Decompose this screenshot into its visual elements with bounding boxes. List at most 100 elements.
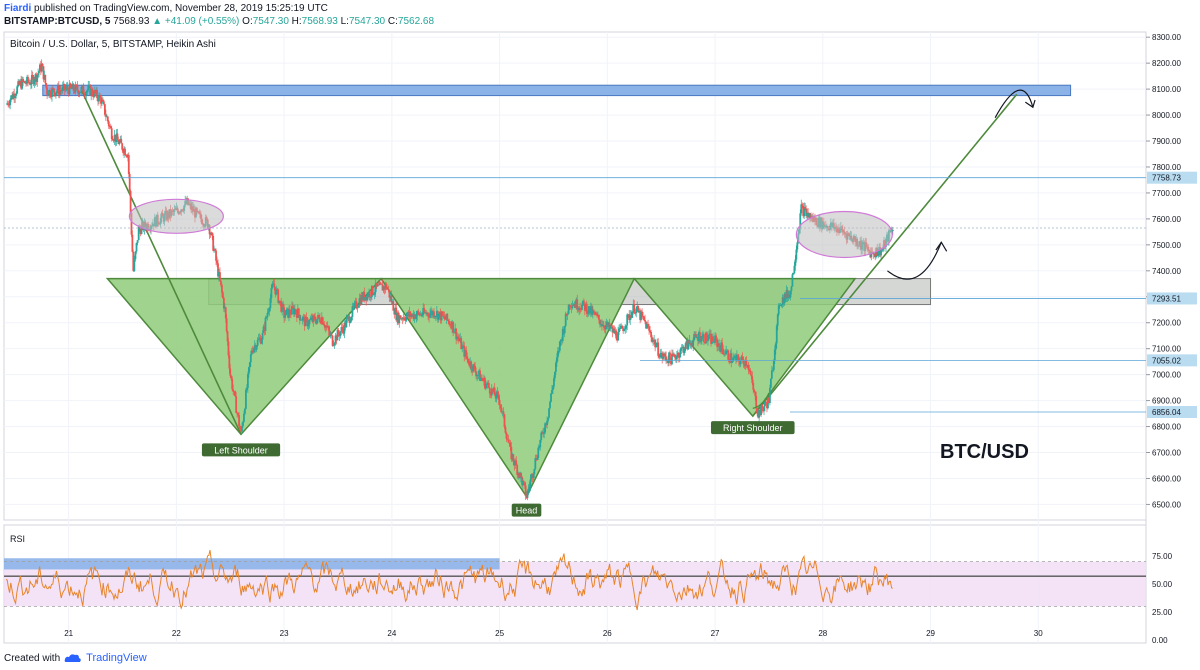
candle-body bbox=[312, 315, 315, 322]
footer-brand[interactable]: TradingView bbox=[86, 652, 147, 664]
candle-body bbox=[803, 206, 806, 217]
candle-body bbox=[104, 114, 107, 117]
candle-body bbox=[57, 85, 60, 95]
candle-body bbox=[289, 309, 291, 314]
candle-body bbox=[237, 412, 239, 416]
candle-body bbox=[23, 81, 25, 83]
candle-body bbox=[65, 86, 68, 89]
candle-body bbox=[59, 90, 62, 91]
candle-body bbox=[502, 411, 505, 415]
candle-body bbox=[443, 315, 446, 319]
candle-body bbox=[500, 407, 503, 412]
candle-body bbox=[118, 141, 121, 145]
candle-body bbox=[478, 370, 480, 375]
candle-body bbox=[800, 204, 803, 214]
candle-body bbox=[331, 335, 334, 346]
price-level-label: 6856.04 bbox=[1152, 408, 1181, 417]
y-tick-label: 6500.00 bbox=[1152, 500, 1181, 509]
candle-body bbox=[48, 90, 50, 96]
close-value: 7562.68 bbox=[397, 16, 435, 27]
candle-body bbox=[475, 371, 477, 377]
candle-body bbox=[264, 317, 267, 331]
candle-body bbox=[131, 234, 134, 252]
candle-body bbox=[228, 355, 231, 369]
candle-body bbox=[381, 284, 384, 291]
candle-body bbox=[643, 316, 645, 320]
candle-body bbox=[699, 332, 701, 342]
candle-body bbox=[690, 342, 693, 346]
ohlc-bar: BITSTAMP:BTCUSD, 5 7568.93 ▲ +41.09 (+0.… bbox=[4, 16, 434, 27]
candle-body bbox=[561, 328, 564, 342]
candle-body bbox=[705, 332, 707, 344]
pattern-label: Head bbox=[516, 506, 538, 516]
candle-body bbox=[601, 324, 603, 327]
candle-body bbox=[712, 336, 714, 342]
candle-body bbox=[254, 344, 257, 350]
publish-info: Fiardi published on TradingView.com, Nov… bbox=[4, 3, 328, 14]
candle-body bbox=[284, 315, 286, 318]
candle-body bbox=[469, 361, 472, 366]
candle-body bbox=[261, 332, 264, 340]
candle-body bbox=[365, 297, 368, 301]
candle-body bbox=[384, 284, 387, 290]
candle-body bbox=[303, 316, 306, 327]
candle-body bbox=[534, 458, 537, 469]
candle-body bbox=[536, 457, 539, 460]
candle-body bbox=[581, 304, 583, 310]
candle-body bbox=[349, 320, 352, 323]
candle-body bbox=[323, 325, 326, 328]
candle-body bbox=[259, 337, 262, 344]
candle-body bbox=[87, 85, 90, 91]
candle-body bbox=[293, 307, 295, 315]
candle-body bbox=[754, 391, 757, 396]
candle-body bbox=[49, 90, 51, 96]
candle-body bbox=[702, 334, 704, 337]
candle-body bbox=[140, 225, 143, 235]
candle-body bbox=[456, 336, 459, 340]
candle-body bbox=[335, 335, 338, 341]
price-level-tag bbox=[1147, 292, 1197, 305]
candle-body bbox=[479, 370, 481, 381]
candle-body bbox=[346, 317, 349, 320]
candle-body bbox=[768, 397, 770, 404]
candle-body bbox=[227, 341, 230, 356]
candle-body bbox=[77, 90, 80, 95]
candle-body bbox=[501, 411, 504, 413]
candle-body bbox=[530, 474, 533, 480]
candle-body bbox=[245, 387, 248, 391]
candle-body bbox=[138, 226, 141, 229]
candle-body bbox=[120, 138, 123, 144]
candle-body bbox=[298, 314, 301, 321]
candle-body bbox=[732, 357, 735, 362]
candle-body bbox=[523, 482, 526, 486]
candle-body bbox=[453, 332, 456, 334]
candle-body bbox=[208, 225, 211, 235]
candle-body bbox=[721, 342, 724, 349]
candle-body bbox=[762, 408, 764, 411]
candle-body bbox=[719, 346, 722, 352]
pattern-label: Left Shoulder bbox=[214, 445, 268, 455]
rsi-blue-zone bbox=[4, 558, 500, 570]
candle-body bbox=[25, 83, 27, 85]
candle-body bbox=[218, 272, 220, 277]
candle-body bbox=[21, 78, 24, 89]
candle-body bbox=[763, 406, 765, 411]
candle-body bbox=[807, 212, 810, 218]
candle-body bbox=[619, 328, 622, 329]
candle-body bbox=[593, 312, 596, 315]
candle-body bbox=[286, 308, 288, 310]
candle-body bbox=[545, 423, 548, 425]
candle-body bbox=[708, 334, 710, 340]
symbol: BITSTAMP:BTCUSD, 5 bbox=[4, 16, 111, 27]
candle-body bbox=[733, 357, 735, 358]
candle-body bbox=[627, 314, 630, 316]
y-tick-label: 7900.00 bbox=[1152, 137, 1181, 146]
candle-body bbox=[6, 103, 9, 105]
candle-body bbox=[484, 384, 487, 389]
candle-body bbox=[880, 250, 882, 256]
author-name[interactable]: Fiardi bbox=[4, 3, 32, 14]
candle-body bbox=[661, 353, 664, 359]
candle-body bbox=[535, 458, 538, 460]
candle-body bbox=[682, 346, 685, 353]
